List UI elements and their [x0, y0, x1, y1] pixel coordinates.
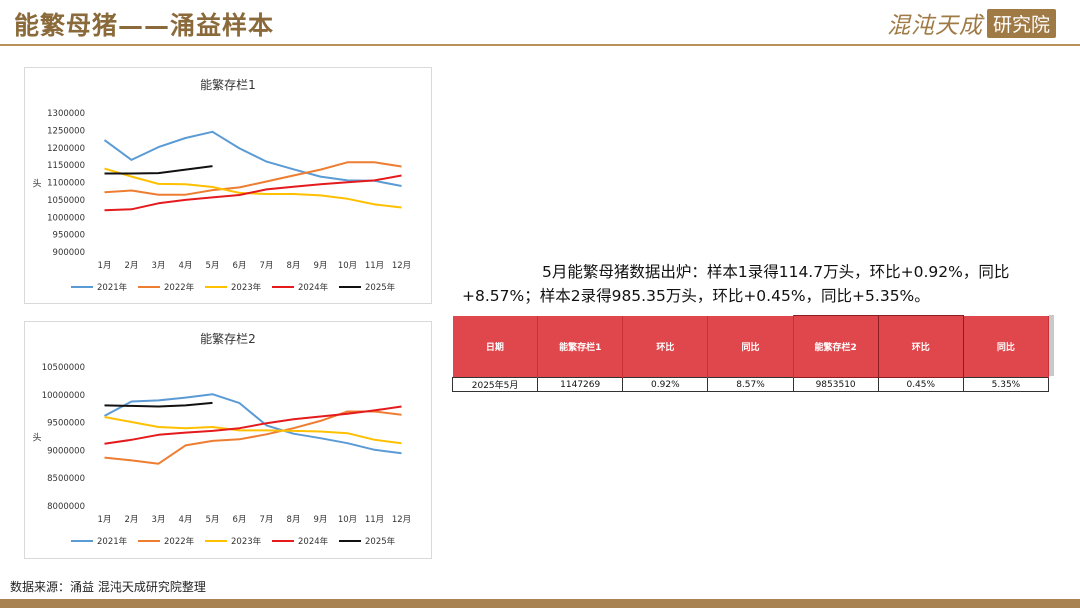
- chart-2-series-line-4: [104, 405, 402, 445]
- chart-1-ytick-label: 1150000: [47, 161, 85, 171]
- company-logo: 混沌天成 研究院: [886, 8, 1056, 39]
- table-edge-shadow: [1049, 315, 1054, 376]
- header-mom-1: 环比: [622, 315, 709, 378]
- header-divider: [0, 44, 1080, 46]
- chart-2-xtick-label: 12月: [392, 515, 411, 525]
- logo-box-text: 研究院: [986, 8, 1056, 38]
- chart-1-series-line-2: [104, 161, 402, 196]
- chart-1-ylabel: 头: [32, 179, 41, 190]
- chart-2-series-line-2: [104, 410, 402, 465]
- chart-2-ytick-label: 9000000: [47, 446, 85, 456]
- chart-1-ytick-label: 1250000: [47, 126, 85, 136]
- chart-2-series-line-1: [104, 393, 402, 455]
- header-mom-2: 环比: [877, 315, 964, 378]
- header-stock-2: 能繁存栏2: [792, 315, 879, 378]
- chart-panel-2: 能繁存栏2 头 8000000 8500000 9000000 9500000 100000…: [24, 321, 432, 559]
- chart-1-legend-label: 2021年: [97, 282, 128, 293]
- chart-2-legend-label: 2021年: [97, 536, 128, 547]
- chart-2-xtick-label: 6月: [233, 515, 247, 525]
- chart-2-legend-label: 2022年: [164, 536, 195, 547]
- chart-1-series-line-1: [103, 130, 402, 187]
- chart-2-xtick-label: 3月: [152, 515, 166, 525]
- chart-1-ytick-label: 1300000: [47, 109, 85, 119]
- chart-2-xtick-label: 10月: [338, 515, 357, 525]
- chart-2-series-line-3: [104, 416, 402, 445]
- chart-1-xtick-label: 1月: [98, 261, 112, 271]
- chart-2-xtick-label: 11月: [365, 515, 384, 525]
- chart-2-xtick-label: 4月: [179, 515, 193, 525]
- chart-1-xtick-label: 4月: [179, 261, 193, 271]
- chart-2-svg: 能繁存栏2 头 8000000 8500000 9000000 9500000 100000…: [32, 331, 411, 547]
- footer-bar: [0, 599, 1080, 608]
- header-yoy-2: 同比: [963, 315, 1050, 378]
- summary-text: 5月能繁母猪数据出炉：样本1录得114.7万头，环比+0.92%，同比+8.57…: [462, 263, 1010, 305]
- logo-main-text: 混沌天成: [886, 13, 983, 39]
- chart-1-xtick-label: 11月: [365, 261, 384, 271]
- header-date: 日期: [452, 315, 539, 378]
- chart-2-title: 能繁存栏2: [200, 331, 256, 346]
- chart-2-ylabel: 头: [32, 433, 41, 444]
- chart-2-ytick-label: 8500000: [47, 474, 85, 484]
- chart-2-ytick-label: 10500000: [42, 363, 85, 373]
- cell-stock-2: 9853510: [792, 377, 879, 392]
- chart-1-ytick-label: 1050000: [47, 196, 85, 206]
- header-yoy-1: 同比: [707, 315, 794, 378]
- chart-2-legend-label: 2023年: [231, 536, 262, 547]
- chart-1-ytick-label: 1200000: [47, 144, 85, 154]
- chart-2-legend-label: 2025年: [365, 536, 396, 547]
- chart-1-xtick-label: 12月: [392, 261, 411, 271]
- chart-2-xtick-label: 2月: [125, 515, 139, 525]
- chart-1-legend-label: 2023年: [231, 282, 262, 293]
- chart-1-title: 能繁存栏1: [200, 77, 256, 92]
- chart-1-xtick-label: 7月: [260, 261, 274, 271]
- chart-1-ytick-label: 900000: [53, 248, 85, 258]
- table-row: 2025年5月 1147269 0.92% 8.57% 9853510 0.45…: [451, 377, 1050, 392]
- cell-yoy-2: 5.35%: [962, 377, 1050, 392]
- source-note: 数据来源：涌益 混沌天成研究院整理: [10, 580, 206, 594]
- chart-1-series-line-3: [104, 167, 402, 209]
- chart-1-series-line-5: [104, 165, 213, 175]
- chart-1-xtick-label: 5月: [206, 261, 220, 271]
- chart-1-ytick-label: 1100000: [47, 179, 85, 189]
- chart-panel-1: 能繁存栏1 头 900000 950000 1000000 1050000 1100000 1…: [24, 67, 432, 304]
- data-table: 日期 能繁存栏1 环比 同比 能繁存栏2 环比 同比 2025年5月 11472…: [451, 315, 1050, 392]
- cell-yoy-1: 8.57%: [707, 377, 794, 392]
- chart-2-xtick-label: 9月: [314, 515, 328, 525]
- chart-2-xtick-label: 7月: [260, 515, 274, 525]
- header: 能繁母猪——涌益样本 混沌天成 研究院: [0, 0, 1080, 46]
- chart-2-ytick-label: 10000000: [42, 391, 85, 401]
- chart-2-ytick-label: 8000000: [47, 502, 85, 512]
- chart-1-svg: 能繁存栏1 头 900000 950000 1000000 1050000 1100000 1…: [32, 77, 411, 293]
- chart-2-ytick-label: 9500000: [47, 419, 85, 429]
- chart-1-ytick-label: 950000: [53, 231, 85, 241]
- cell-stock-1: 1147269: [537, 377, 624, 392]
- header-stock-1: 能繁存栏1: [537, 315, 624, 378]
- chart-1-series-line-4: [104, 174, 402, 212]
- page-title: 能繁母猪——涌益样本: [14, 11, 275, 40]
- chart-2-xtick-label: 1月: [98, 515, 112, 525]
- chart-1-xtick-label: 3月: [152, 261, 166, 271]
- chart-1-legend-label: 2025年: [365, 282, 396, 293]
- data-table-wrapper: 日期 能繁存栏1 环比 同比 能繁存栏2 环比 同比 2025年5月 11472…: [451, 315, 1054, 392]
- cell-mom-1: 0.92%: [622, 377, 709, 392]
- chart-1-xtick-label: 6月: [233, 261, 247, 271]
- chart-1-xtick-label: 9月: [314, 261, 328, 271]
- chart-2-xtick-label: 5月: [206, 515, 220, 525]
- chart-1-xtick-label: 8月: [287, 261, 301, 271]
- chart-2-xtick-label: 8月: [287, 515, 301, 525]
- chart-1-xtick-label: 10月: [338, 261, 357, 271]
- chart-2-legend-label: 2024年: [298, 536, 329, 547]
- chart-1-legend-label: 2024年: [298, 282, 329, 293]
- chart-1-legend-label: 2022年: [164, 282, 195, 293]
- chart-2-series-line-5: [104, 401, 213, 408]
- chart-1-ytick-label: 1000000: [47, 213, 85, 223]
- cell-date: 2025年5月: [451, 377, 539, 392]
- table-header-row: 日期 能繁存栏1 环比 同比 能繁存栏2 环比 同比: [452, 315, 1050, 378]
- chart-1-xtick-label: 2月: [125, 261, 139, 271]
- cell-mom-2: 0.45%: [877, 377, 964, 392]
